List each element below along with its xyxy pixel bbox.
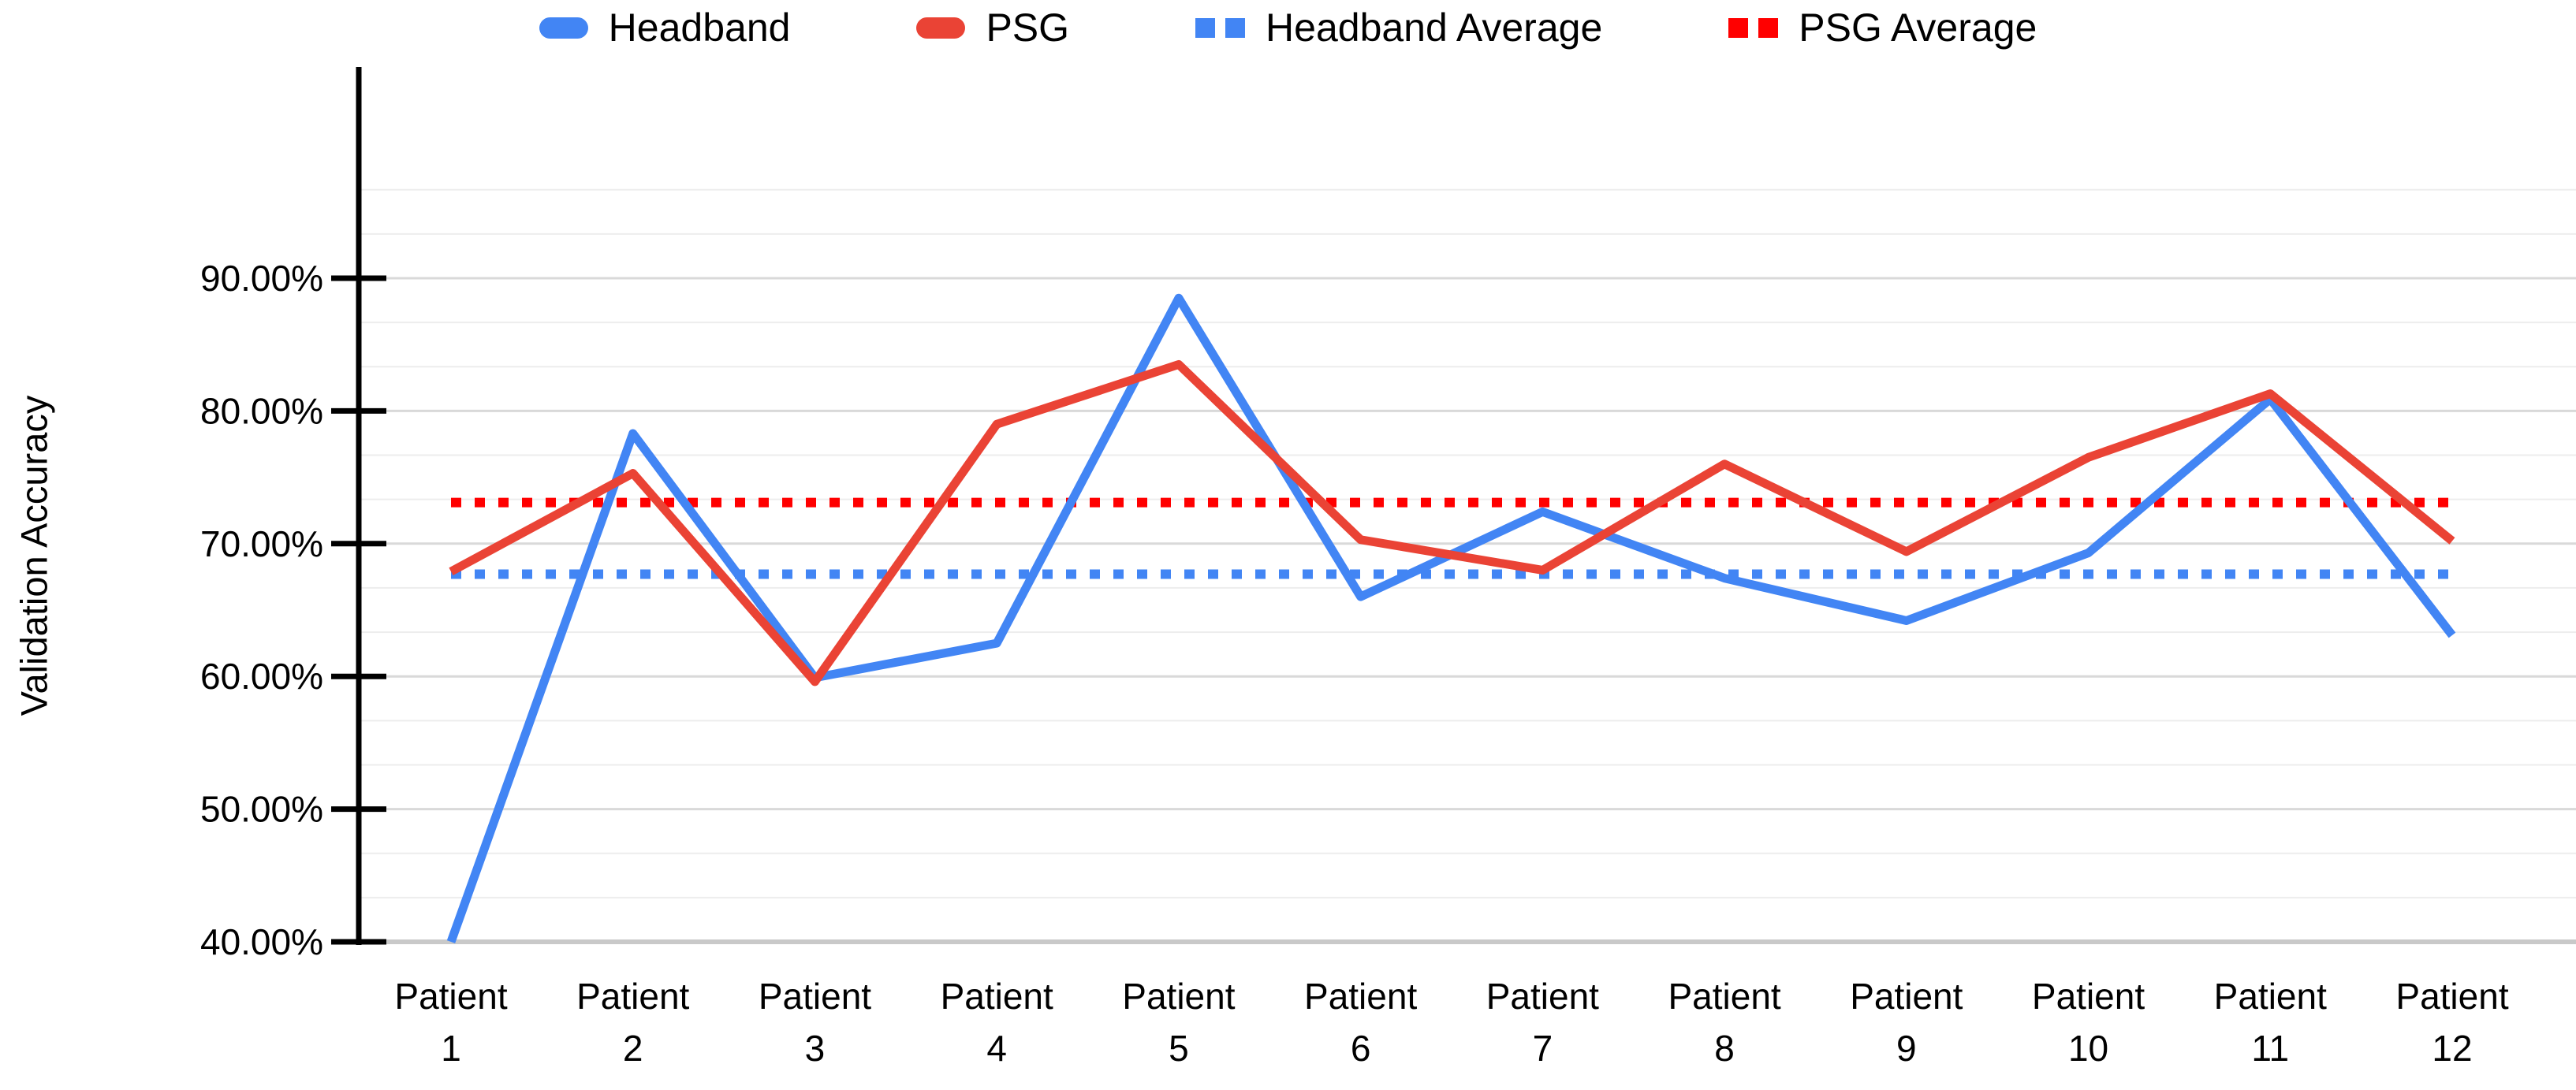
legend-label: PSG Average: [1799, 6, 2037, 50]
legend-label: PSG: [986, 6, 1070, 50]
y-tick-label: 50.00%: [200, 789, 323, 830]
x-tick-label: Patient 2: [576, 976, 689, 1069]
x-tick-label: Patient 8: [1668, 976, 1780, 1069]
x-tick-label: Patient 3: [759, 976, 871, 1069]
x-tick-label: Patient 9: [1850, 976, 1963, 1069]
y-tick-label: 40.00%: [200, 921, 323, 962]
series-line-headband: [446, 293, 2456, 943]
x-tick-label: Patient 11: [2214, 976, 2327, 1069]
headband-average-swatch-icon: [1195, 17, 1246, 38]
x-tick-label: Patient 7: [1486, 976, 1599, 1069]
x-tick-label: Patient 4: [941, 976, 1053, 1069]
x-tick-label: Patient 5: [1122, 976, 1235, 1069]
x-tick-label: Patient 12: [2395, 976, 2508, 1069]
legend-label: Headband: [608, 6, 791, 50]
y-tick-label: 80.00%: [200, 390, 323, 431]
y-tick-label: 90.00%: [200, 258, 323, 299]
psg-average-swatch-icon: [1728, 17, 1779, 38]
y-tick-label: 60.00%: [200, 656, 323, 697]
legend-item-headband: Headband: [539, 5, 791, 50]
psg-series-swatch-icon: [916, 17, 966, 39]
legend-item-psg-average: PSG Average: [1728, 5, 2037, 50]
chart-legend: Headband PSG Headband Average PSG Averag…: [0, 0, 2576, 55]
y-tick-label: 70.00%: [200, 523, 323, 564]
legend-item-headband-average: Headband Average: [1195, 5, 1602, 50]
headband-series-swatch-icon: [539, 17, 588, 39]
series-line-psg: [449, 359, 2455, 686]
x-tick-label: Patient 6: [1304, 976, 1417, 1069]
legend-item-psg: PSG: [916, 5, 1069, 50]
x-tick-label: Patient 1: [394, 976, 507, 1069]
x-tick-label: Patient 10: [2032, 976, 2145, 1069]
legend-label: Headband Average: [1266, 6, 1603, 50]
